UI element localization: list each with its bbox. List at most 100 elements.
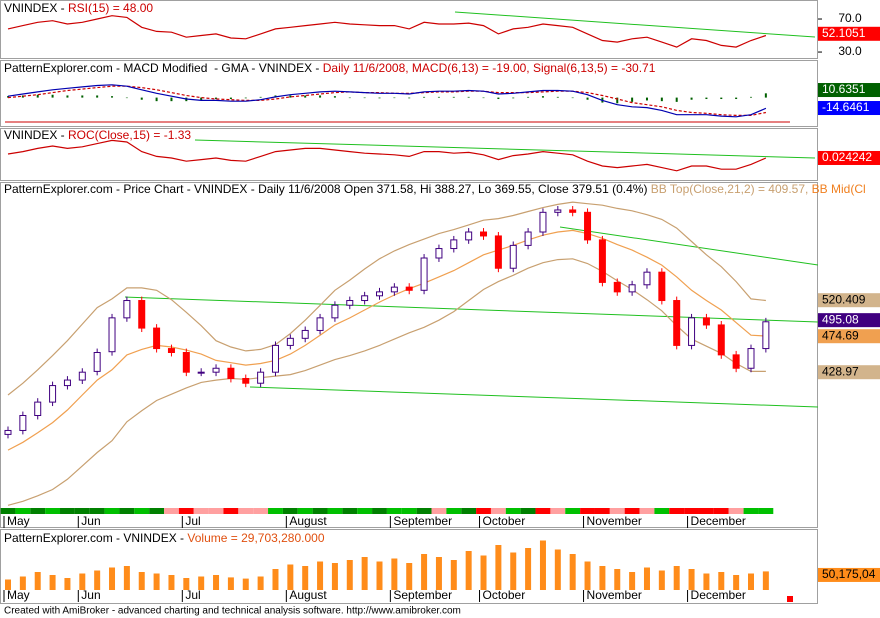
signal-strip <box>312 508 328 514</box>
histogram-bar <box>66 95 69 98</box>
x-tick-label: December <box>691 514 746 528</box>
value-box <box>818 313 880 328</box>
histogram-bar <box>244 97 247 99</box>
volume-bar <box>406 563 413 590</box>
histogram-bar <box>571 97 574 99</box>
volume-bar <box>168 575 175 590</box>
title-part: Daily 11/6/2008, MACD(6,13) = -19.00, Si… <box>323 61 656 75</box>
volume-bar <box>599 566 606 590</box>
signal-strip <box>401 508 417 514</box>
series-line <box>7 258 766 506</box>
volume-bar <box>554 549 561 590</box>
volume-bar <box>19 576 26 590</box>
histogram-bar <box>348 97 351 99</box>
candle-body <box>361 295 369 302</box>
series-line <box>7 229 766 451</box>
volume-bar <box>64 578 71 590</box>
volume-bar <box>569 554 576 590</box>
trend-line <box>249 386 819 408</box>
value-label: 50,175,04 <box>822 567 876 581</box>
volume-bar <box>109 567 116 590</box>
candle-body <box>598 239 606 283</box>
volume-bar <box>242 578 249 590</box>
x-tick-label: May <box>7 588 30 602</box>
x-tick-label: November <box>587 588 642 602</box>
volume-bar <box>153 573 160 590</box>
histogram-bar <box>675 97 678 102</box>
value-box <box>818 83 880 98</box>
volume-bar <box>287 564 294 590</box>
volume-bar <box>495 545 502 590</box>
series-line <box>7 201 766 396</box>
volume-bar <box>317 561 324 590</box>
x-tick-label: Jun <box>81 514 100 528</box>
volume-bar <box>376 561 383 590</box>
price-frame <box>0 182 818 528</box>
signal-strip <box>104 508 120 514</box>
candle-body <box>4 429 12 435</box>
signal-strip <box>45 508 61 514</box>
volume-bar <box>539 540 546 590</box>
value-label: 520.409 <box>822 292 866 306</box>
volume-bar <box>183 578 190 590</box>
candle-body <box>63 379 71 387</box>
histogram-bar <box>735 97 738 100</box>
x-tick-label: December <box>691 588 746 602</box>
volume-bar <box>762 571 769 590</box>
histogram-bar <box>215 97 218 100</box>
candle-body <box>212 367 220 373</box>
x-tick-label: October <box>483 588 526 602</box>
signal-strip <box>178 508 194 514</box>
histogram-bar <box>259 96 262 98</box>
candle-body <box>762 321 770 350</box>
histogram-bar <box>125 97 128 99</box>
volume-bar <box>748 573 754 590</box>
signal-strip <box>654 508 670 514</box>
volume-bar <box>198 576 205 590</box>
candle-body <box>450 239 458 250</box>
x-tick-label: Jul <box>185 514 200 528</box>
volume-bar <box>421 554 428 590</box>
histogram-bar <box>705 97 708 100</box>
x-tick-label: September <box>393 514 452 528</box>
histogram-bar <box>393 97 396 99</box>
volume-bar <box>257 576 264 590</box>
volume-bar <box>510 552 517 590</box>
series-line <box>7 84 767 118</box>
volume-bar <box>302 566 309 590</box>
signal-strip <box>505 508 521 514</box>
pane-title: VNINDEX - RSI(15) = 48.00 <box>4 1 153 15</box>
histogram-bar <box>111 96 114 98</box>
x-tick-label: Jun <box>81 588 100 602</box>
candle-body <box>732 354 740 369</box>
candle-body <box>643 271 651 286</box>
histogram-bar <box>512 97 515 99</box>
histogram-bar <box>764 93 767 98</box>
volume-bar <box>584 561 591 590</box>
signal-strip <box>580 508 595 514</box>
candle-body <box>376 291 383 297</box>
signal-strip <box>223 508 239 514</box>
title-part: PatternExplorer.com - MACD Modified - GM… <box>4 61 323 75</box>
signal-strip <box>609 508 625 514</box>
title-part: BB Mid(Cl <box>812 182 866 196</box>
title-part: BB Top(Close,21,2) = 409.57, <box>651 182 812 196</box>
candle-body <box>673 300 681 346</box>
volume-bar <box>733 575 740 590</box>
signal-strip <box>0 508 16 514</box>
histogram-bar <box>497 97 500 100</box>
histogram-bar <box>423 96 426 98</box>
title-part: PatternExplorer.com - VNINDEX - <box>4 531 187 545</box>
x-tick-label: Jul <box>185 588 200 602</box>
volume-bar <box>361 557 368 590</box>
histogram-bar <box>200 97 203 101</box>
title-part: RSI(15) = 48.00 <box>68 1 153 15</box>
histogram-bar <box>304 95 307 98</box>
candle-body <box>524 231 532 246</box>
title-part: VNINDEX - <box>4 128 68 142</box>
signal-strip <box>134 508 150 514</box>
volume-bar <box>673 566 680 590</box>
candle-body <box>509 244 517 269</box>
